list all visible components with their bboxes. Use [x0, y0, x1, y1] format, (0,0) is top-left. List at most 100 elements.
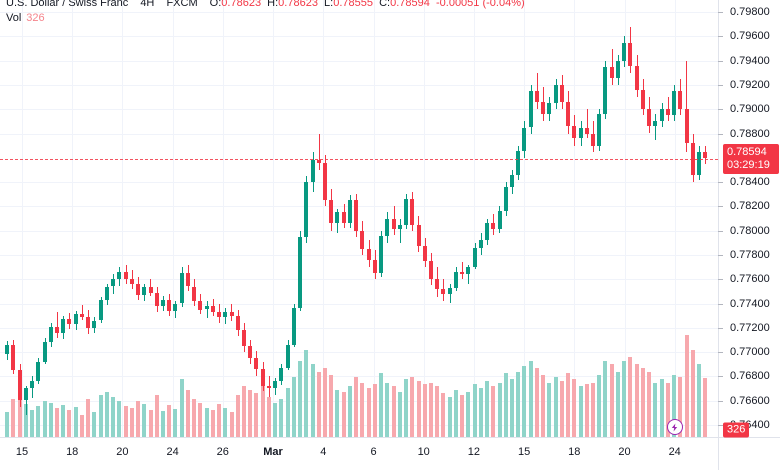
grid-line-vertical — [22, 0, 23, 437]
volume-bar — [678, 377, 683, 437]
volume-bar — [422, 384, 427, 437]
candle-wick — [319, 133, 320, 170]
volume-bar — [647, 371, 652, 437]
candle-body — [142, 286, 147, 295]
candle-body — [254, 358, 259, 369]
candle-body — [485, 223, 489, 241]
volume-bar — [510, 378, 514, 437]
grid-line-vertical — [574, 0, 576, 437]
volume-bar — [435, 386, 440, 437]
volume-bar — [173, 408, 178, 437]
volume-bar — [48, 402, 53, 437]
legend-symbol[interactable]: U.S. Dollar / Swiss Franc — [6, 0, 129, 9]
candle-body — [148, 286, 153, 293]
volume-bar — [260, 384, 265, 437]
price-axis-tick: 0.77600 — [718, 273, 780, 285]
price-axis-tick: 0.77200 — [718, 322, 780, 334]
grid-line-horizontal — [0, 230, 718, 232]
volume-bar — [285, 388, 290, 437]
candle-body — [441, 288, 446, 294]
candle-body — [167, 299, 172, 311]
volume-bar — [273, 402, 278, 437]
candle-body — [404, 199, 408, 225]
grid-line-horizontal — [0, 327, 718, 329]
legend-timeframe[interactable]: 4H — [140, 0, 155, 9]
volume-bars — [5, 335, 708, 437]
volume-bar — [615, 371, 620, 437]
bar-countdown: 03:29:19 — [727, 158, 770, 171]
grid-line-vertical — [423, 0, 425, 437]
candle-body — [42, 342, 47, 362]
candle-body — [472, 247, 477, 267]
candle-body — [67, 319, 72, 325]
volume-value-badge[interactable]: 326 — [723, 422, 750, 438]
price-axis-tick: 0.78400 — [718, 176, 780, 188]
volume-bar — [229, 411, 234, 437]
price-axis-tick: 0.77400 — [718, 298, 780, 310]
candle-body — [323, 162, 327, 201]
volume-bar — [534, 368, 539, 437]
chart-legend[interactable]: U.S. Dollar / Swiss Franc 4H FXCM O:0.78… — [6, 0, 525, 10]
time-axis-tick: 15 — [15, 446, 29, 458]
lightning-bolt-icon[interactable] — [666, 419, 683, 435]
grid-line-vertical — [172, 0, 174, 437]
price-axis[interactable]: 0.79800 0.79600 0.79400 0.79200 0.79000 0.788… — [718, 0, 780, 438]
candle-body — [210, 305, 215, 312]
volume-bar — [341, 391, 346, 437]
volume-legend[interactable]: Vol 326 — [6, 12, 45, 25]
volume-bar — [310, 364, 315, 437]
candle-body — [572, 126, 577, 139]
candle-body — [217, 312, 221, 317]
candle-body — [534, 91, 539, 102]
candle-wick — [26, 386, 27, 416]
chart-plot-area[interactable] — [0, 0, 718, 437]
candle-body — [366, 248, 371, 260]
volume-bar — [703, 377, 708, 437]
volume-bar — [453, 389, 458, 437]
candle-body — [335, 212, 340, 224]
volume-bar — [591, 382, 595, 437]
volume-bar — [653, 382, 658, 437]
volume-bar — [360, 382, 365, 437]
grid-line-vertical — [323, 0, 325, 437]
volume-bar — [117, 400, 122, 437]
price-axis-tick: 0.78800 — [718, 128, 780, 140]
price-axis-tick: 0.79400 — [718, 55, 780, 67]
time-axis-tick: 18 — [66, 446, 79, 458]
candle-body — [223, 312, 228, 317]
volume-bar — [210, 409, 215, 437]
candle-body — [242, 330, 246, 346]
candle-body — [703, 151, 708, 159]
volume-bar — [379, 373, 384, 437]
volume-bar — [516, 371, 521, 437]
current-price-badge[interactable]: 0.78594 03:29:19 — [723, 143, 779, 174]
volume-bar — [684, 335, 689, 437]
grid-line-horizontal — [0, 400, 718, 402]
candle-body — [136, 284, 140, 295]
time-axis[interactable]: 15 18 20 24 26 Mar 4 6 10 12 15 18 20 24 — [0, 437, 780, 470]
grid-line-horizontal — [0, 182, 718, 184]
legend-exchange[interactable]: FXCM — [166, 0, 198, 9]
volume-bar — [572, 378, 577, 437]
candle-body — [266, 386, 271, 389]
grid-line-horizontal — [0, 254, 718, 256]
volume-bar — [628, 357, 633, 437]
candle-body — [541, 102, 546, 115]
volume-bar — [266, 397, 271, 437]
volume-bar — [478, 388, 483, 437]
volume-bar — [98, 395, 103, 437]
time-axis-tick: 24 — [166, 446, 179, 458]
grid-line-vertical — [72, 0, 74, 437]
volume-bar — [79, 415, 84, 437]
candle-body — [516, 150, 521, 175]
candle-body — [678, 91, 683, 110]
volume-bar — [603, 360, 608, 437]
time-axis-tick: 24 — [668, 446, 681, 458]
volume-bar — [391, 386, 396, 437]
grid-line-vertical — [273, 0, 274, 437]
price-axis-tick: 0.79000 — [718, 103, 780, 115]
candle-body — [204, 305, 209, 310]
volume-bar — [73, 407, 78, 437]
volume-bar — [597, 375, 602, 437]
candle-body — [192, 286, 197, 302]
